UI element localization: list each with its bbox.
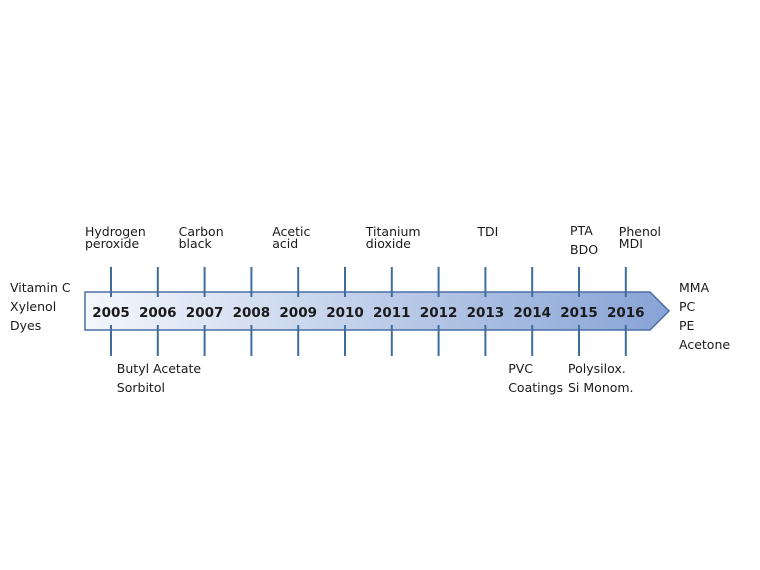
timeline-arrow xyxy=(84,291,671,331)
below-label-2006: Butyl Acetate Sorbitol xyxy=(117,359,201,397)
year-label-2014: 2014 xyxy=(513,305,551,321)
above-label-2007: Carbon black xyxy=(178,224,224,251)
year-label-2007: 2007 xyxy=(186,305,224,321)
below-2006-line-2: Sorbitol xyxy=(116,380,165,395)
below-2014-line-1: PVC xyxy=(508,361,534,376)
above-label-2015: PTA BDO xyxy=(570,221,598,259)
above-label-2005: Hydrogen peroxide xyxy=(85,224,146,251)
year-label-2005: 2005 xyxy=(92,305,130,321)
before-timeline-products: Vitamin C Xylenol Dyes xyxy=(10,278,71,335)
above-2007-line-1: Carbon xyxy=(178,224,224,239)
below-2015-line-2: Si Monom. xyxy=(568,380,634,395)
year-label-2011: 2011 xyxy=(373,305,411,321)
before-product-line-2: Xylenol xyxy=(10,299,57,314)
above-2009-line-2: acid xyxy=(272,236,299,251)
above-2013-line-1: TDI xyxy=(477,224,499,239)
year-label-2009: 2009 xyxy=(279,305,317,321)
above-2011-line-1: Titanium xyxy=(365,224,421,239)
above-2016-line-2: MDI xyxy=(618,236,643,251)
above-label-2009: Acetic acid xyxy=(272,224,311,251)
above-label-2011: Titanium dioxide xyxy=(365,224,421,251)
after-product-line-3: PE xyxy=(679,318,695,333)
below-label-2015: Polysilox. Si Monom. xyxy=(568,359,634,397)
below-label-2014: PVC Coatings xyxy=(508,359,563,397)
above-2007-line-2: black xyxy=(178,236,212,251)
below-2014-line-2: Coatings xyxy=(508,380,563,395)
after-timeline-products: MMA PC PE Acetone xyxy=(679,278,730,354)
below-2015-line-1: Polysilox. xyxy=(568,361,626,376)
above-2005-line-2: peroxide xyxy=(85,236,140,251)
year-label-2008: 2008 xyxy=(233,305,271,321)
year-label-2016: 2016 xyxy=(607,305,645,321)
year-label-2012: 2012 xyxy=(420,305,458,321)
above-2005-line-1: Hydrogen xyxy=(85,224,146,239)
year-label-2013: 2013 xyxy=(467,305,505,321)
above-2015-line-1: PTA xyxy=(570,223,593,238)
after-product-line-1: MMA xyxy=(679,280,710,295)
above-2016-line-1: Phenol xyxy=(618,224,661,239)
above-label-2016: Phenol MDI xyxy=(618,224,661,251)
after-product-line-2: PC xyxy=(679,299,696,314)
year-label-2010: 2010 xyxy=(326,305,364,321)
year-label-2006: 2006 xyxy=(139,305,177,321)
after-product-line-4: Acetone xyxy=(679,337,731,352)
before-product-line-3: Dyes xyxy=(10,318,42,333)
above-label-2013: TDI xyxy=(477,224,499,239)
above-2011-line-2: dioxide xyxy=(365,236,411,251)
year-label-2015: 2015 xyxy=(560,305,598,321)
below-2006-line-1: Butyl Acetate xyxy=(116,361,202,376)
before-product-line-1: Vitamin C xyxy=(10,280,71,295)
above-2015-line-2: BDO xyxy=(570,242,599,257)
above-2009-line-1: Acetic xyxy=(272,224,311,239)
